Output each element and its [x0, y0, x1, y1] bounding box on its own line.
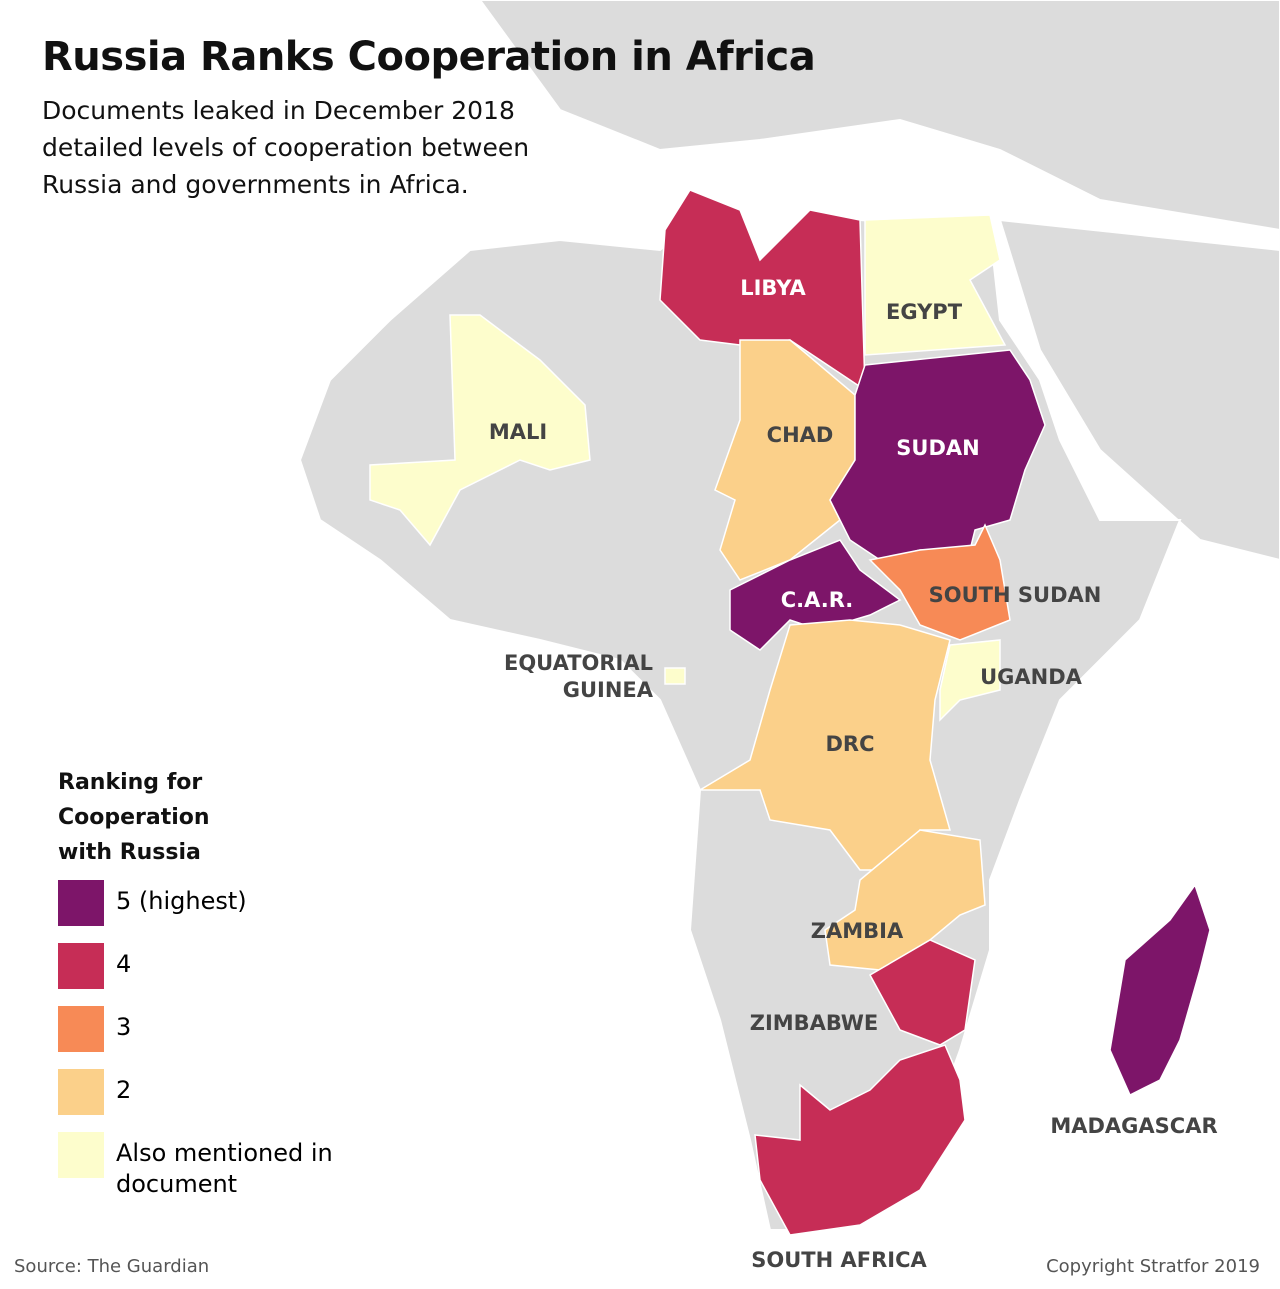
legend-label: 3 [116, 1013, 132, 1041]
country-label: SOUTH AFRICA [751, 1248, 927, 1272]
source: Source: The Guardian [14, 1256, 210, 1277]
country-shape [659, 189, 866, 392]
country-label: MADAGASCAR [1050, 1114, 1218, 1138]
country-shape [864, 214, 1007, 356]
legend-swatch [58, 943, 104, 989]
legend-swatch [58, 1132, 104, 1178]
legend-swatch [58, 1006, 104, 1052]
country-label: C.A.R. [780, 588, 854, 612]
country-label: ZAMBIA [810, 919, 904, 943]
country-shape [664, 667, 686, 685]
legend-swatch [58, 880, 104, 926]
legend-label: Also mentioned in document [116, 1139, 333, 1198]
country-label: CHAD [766, 423, 834, 447]
country-shape [939, 639, 1001, 722]
country-label: SOUTH SUDAN [928, 583, 1102, 607]
title: Russia Ranks Cooperation in Africa [42, 34, 816, 80]
country-label: EQUATORIAL GUINEA [503, 651, 653, 702]
country-label: SUDAN [896, 436, 980, 460]
country-label: DRC [825, 732, 875, 756]
copyright: Copyright Stratfor 2019 [1046, 1256, 1260, 1277]
country-label: LIBYA [740, 276, 806, 300]
europe [300, 0, 1280, 232]
legend-label: 4 [116, 950, 132, 978]
country-shape [868, 939, 976, 1046]
legend-title: Ranking for Cooperation with Russia [58, 770, 210, 865]
country-label: EGYPT [885, 300, 963, 324]
legend-swatch [58, 1069, 104, 1115]
legend-label: 5 (highest) [116, 887, 247, 915]
country-shape [754, 1044, 966, 1236]
country-label: ZIMBABWE [749, 1011, 879, 1035]
country-shape [729, 539, 902, 651]
legend-label: 2 [116, 1076, 132, 1104]
arabia [998, 218, 1280, 562]
country-shape [1109, 883, 1211, 1097]
country-label: MALI [488, 420, 548, 444]
country-shape [369, 314, 591, 547]
subtitle: Documents leaked in December 2018 detail… [42, 96, 530, 199]
country-shape [868, 523, 1011, 641]
country-label: UGANDA [980, 665, 1082, 689]
